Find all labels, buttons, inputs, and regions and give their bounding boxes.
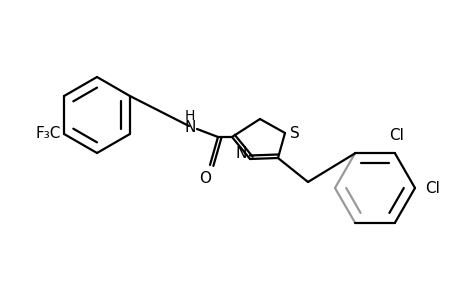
Text: O: O [199, 171, 211, 186]
Text: Cl: Cl [424, 181, 439, 196]
Text: N: N [184, 119, 195, 134]
Text: S: S [289, 125, 299, 140]
Text: Cl: Cl [389, 128, 403, 143]
Text: H: H [185, 109, 195, 123]
Text: F₃C: F₃C [36, 125, 61, 140]
Text: N: N [235, 146, 246, 161]
